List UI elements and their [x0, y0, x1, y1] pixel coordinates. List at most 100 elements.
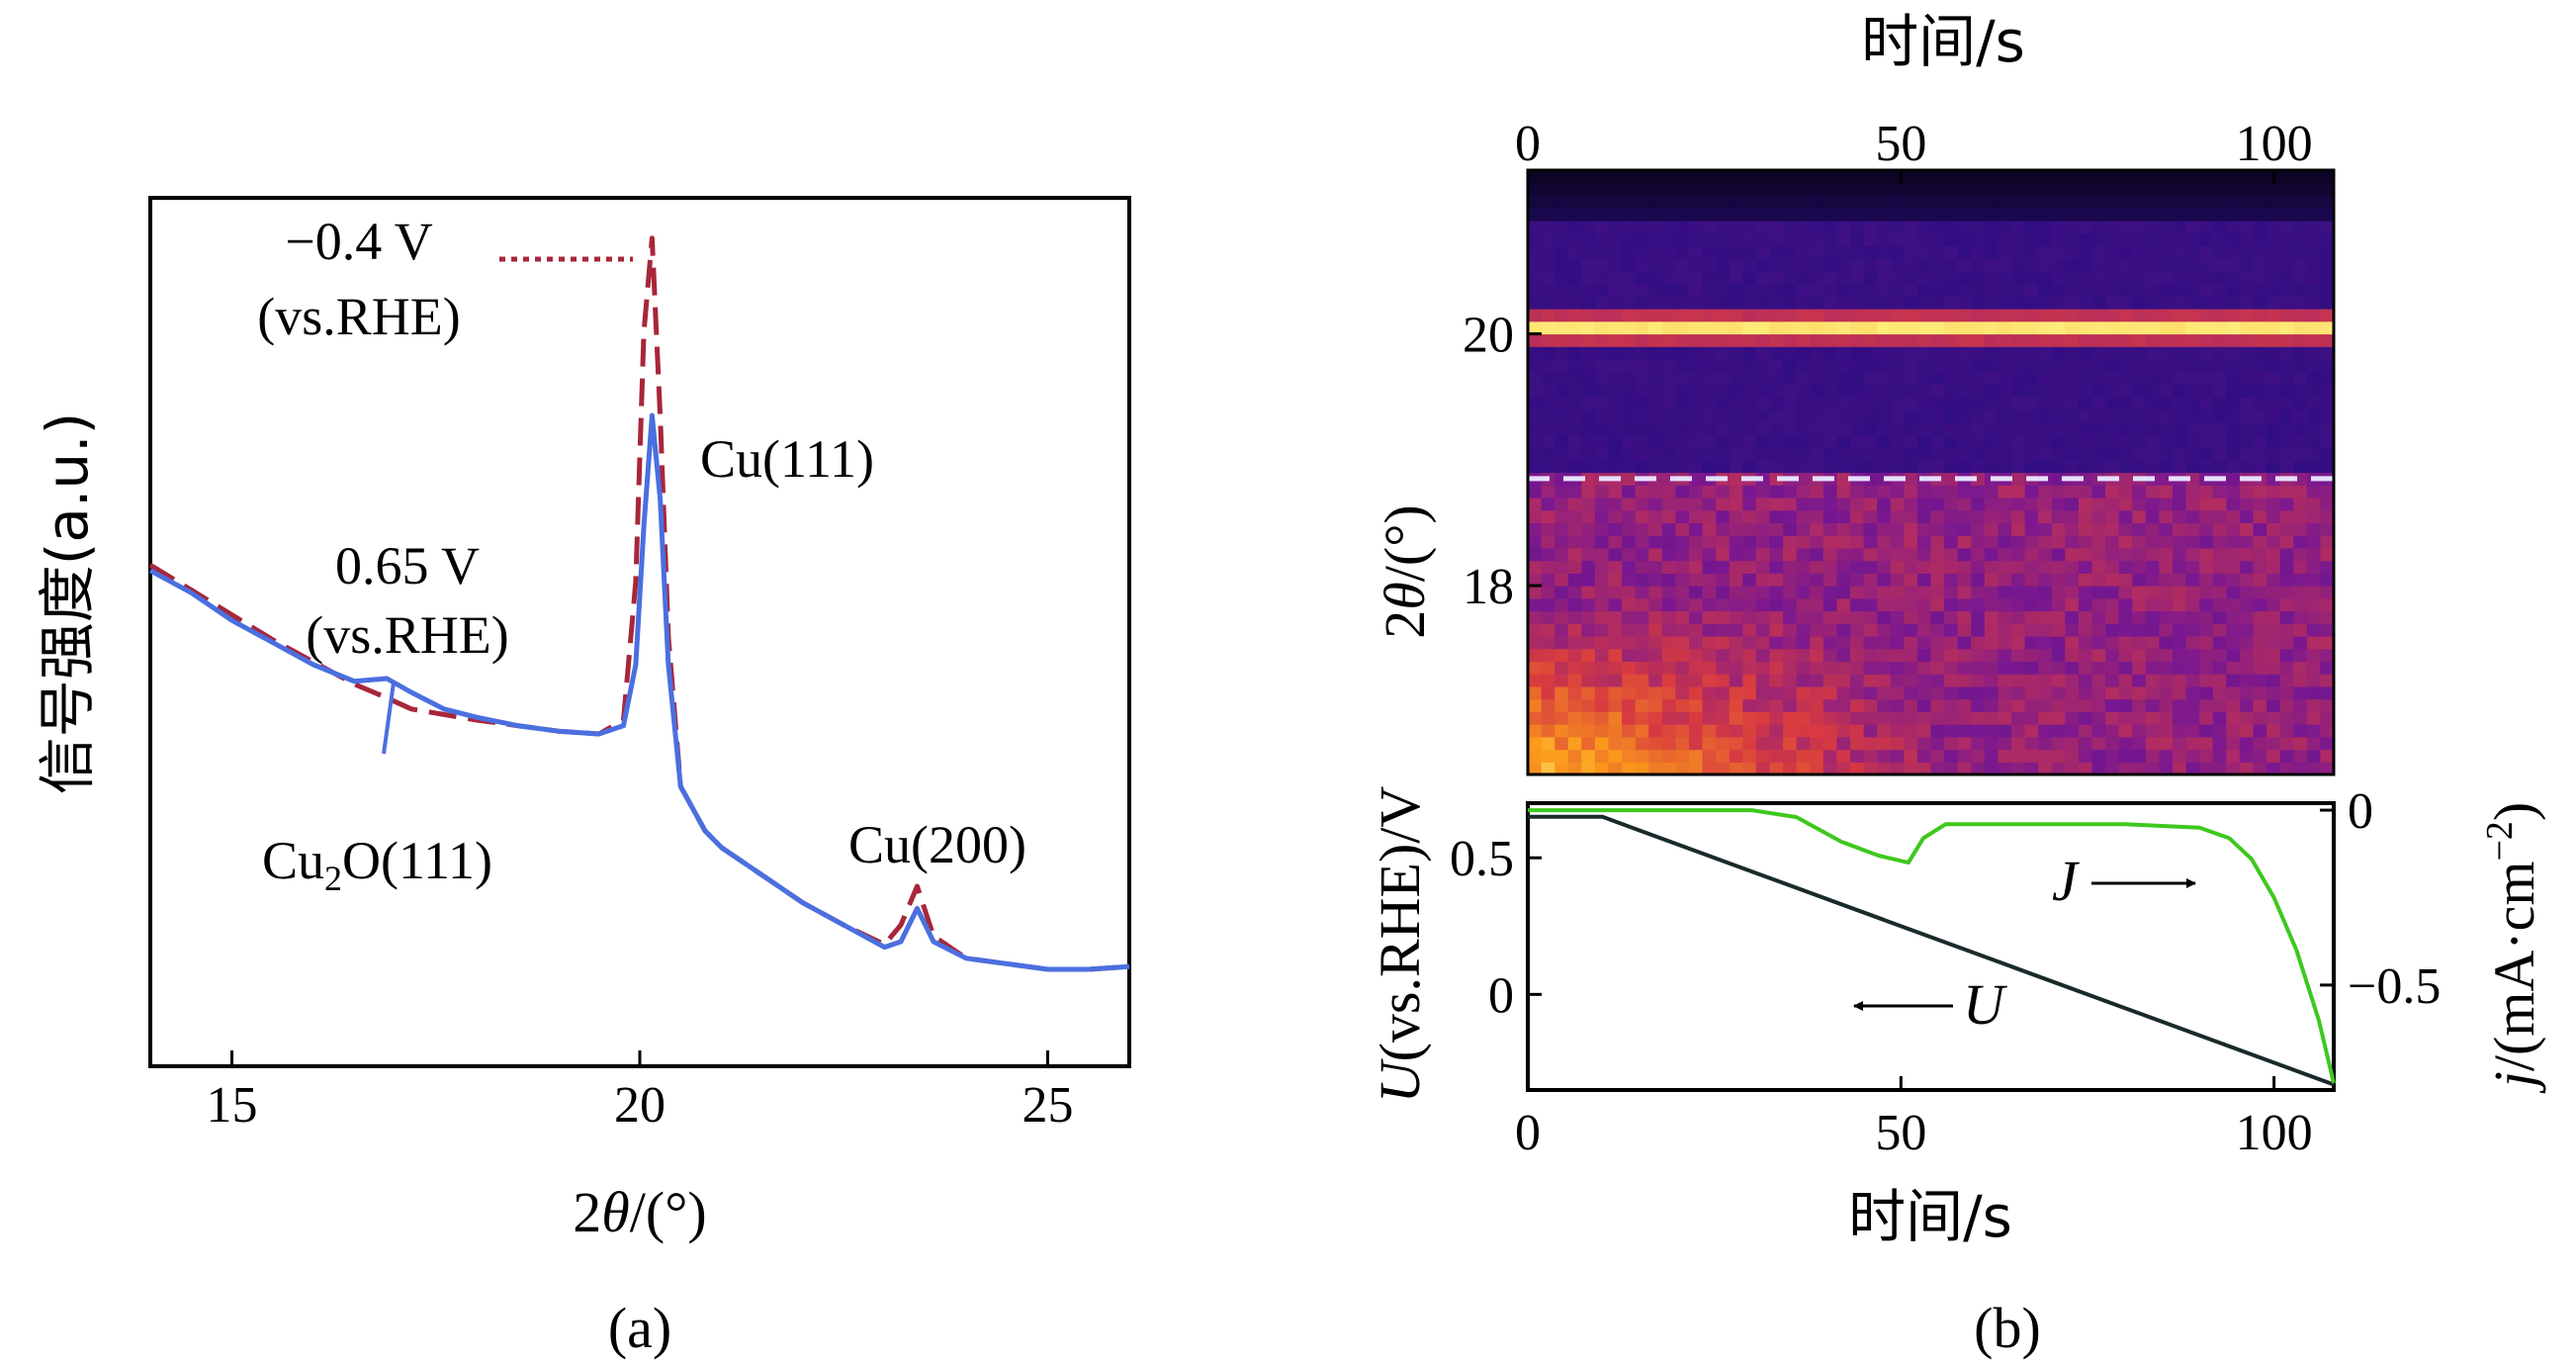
heatmap-cell [1567, 434, 1582, 448]
heatmap-cell [1716, 232, 1731, 246]
heatmap-cell [1702, 674, 1717, 687]
heatmap-cell [1810, 320, 1824, 335]
heatmap-cell [2239, 208, 2255, 222]
heatmap-cell [1648, 371, 1663, 385]
heatmap-cell [2011, 333, 2026, 347]
heatmap-cell [1904, 635, 1918, 650]
heatmap-cell [1742, 170, 1757, 184]
heatmap-cell [2132, 170, 2147, 184]
heatmap-cell [1689, 409, 1704, 423]
heatmap-cell [2145, 560, 2161, 574]
heatmap-cell [1755, 232, 1771, 246]
heatmap-cell [1594, 509, 1610, 524]
heatmap-cell [1594, 698, 1610, 712]
heatmap-cell [1716, 384, 1731, 398]
heatmap-cell [1729, 195, 1743, 209]
heatmap-cell [2306, 711, 2322, 725]
heatmap-cell [1541, 434, 1555, 448]
heatmap-cell [1755, 447, 1771, 461]
heatmap-cell [1729, 447, 1743, 461]
heatmap-cell [1742, 586, 1757, 599]
heatmap-cell [1635, 597, 1649, 612]
heatmap-cell [2199, 597, 2214, 612]
heatmap-cell [2038, 258, 2053, 272]
heatmap-cell [1689, 170, 1704, 184]
heatmap-cell [2051, 586, 2066, 599]
heatmap-cell [1702, 535, 1717, 549]
heatmap-cell [2024, 648, 2039, 663]
heatmap-cell [1957, 333, 1972, 347]
heatmap-cell [1742, 762, 1757, 775]
heatmap-cell [1796, 724, 1811, 738]
heatmap-cell [2266, 309, 2281, 322]
heatmap-cell [1783, 698, 1798, 712]
heatmap-cell [1661, 597, 1677, 612]
heatmap-cell [1944, 586, 1959, 599]
heatmap-cell [2078, 711, 2093, 725]
heatmap-cell [1810, 245, 1824, 259]
heatmap-cell [2091, 421, 2106, 435]
heatmap-cell [2185, 245, 2200, 259]
heatmap-cell [2226, 724, 2241, 738]
heatmap-cell [2118, 509, 2133, 524]
heatmap-cell [1998, 258, 2012, 272]
heatmap-cell [2011, 371, 2026, 385]
heatmap-cell [1608, 283, 1623, 297]
heatmap-cell [1528, 698, 1543, 712]
heatmap-cell [1755, 195, 1771, 209]
heatmap-cell [2132, 749, 2147, 763]
heatmap-cell [1742, 497, 1757, 511]
heatmap-cell [2226, 320, 2241, 335]
heatmap-cell [1675, 245, 1690, 259]
heatmap-cell [1567, 397, 1582, 410]
heatmap-cell [1648, 749, 1663, 763]
heatmap-cell [2118, 320, 2133, 335]
heatmap-cell [1635, 182, 1649, 197]
heatmap-cell [2212, 698, 2227, 712]
heatmap-cell [1850, 648, 1865, 663]
heatmap-cell [1554, 661, 1569, 675]
heatmap-cell [2105, 635, 2120, 650]
heatmap-cell [1608, 610, 1623, 624]
heatmap-cell [1944, 447, 1959, 461]
heatmap-cell [1944, 434, 1959, 448]
heatmap-cell [1957, 509, 1972, 524]
heatmap-cell [2024, 447, 2039, 461]
heatmap-cell [1822, 560, 1838, 574]
heatmap-cell [1675, 358, 1690, 373]
heatmap-cell [1608, 560, 1623, 574]
heatmap-cell [2306, 736, 2322, 751]
heatmap-cell [2185, 522, 2200, 536]
heatmap-cell [1689, 586, 1704, 599]
heatmap-cell [1608, 170, 1623, 184]
heatmap-cell [2065, 635, 2080, 650]
heatmap-cell [1984, 309, 1999, 322]
heatmap-cell [1916, 421, 1932, 435]
heatmap-cell [1567, 674, 1582, 687]
heatmap-cell [1635, 270, 1649, 285]
heatmap-cell [2159, 258, 2174, 272]
heatmap-cell [2011, 648, 2026, 663]
heatmap-cell [2253, 560, 2267, 574]
heatmap-cell [1716, 220, 1731, 234]
heatmap-cell [1608, 522, 1623, 536]
heatmap-cell [1702, 296, 1717, 310]
heatmap-cell [2173, 459, 2187, 474]
heatmap-cell [1769, 447, 1784, 461]
heatmap-cell [1916, 497, 1932, 511]
heatmap-cell [1689, 447, 1704, 461]
heatmap-cell [2306, 522, 2322, 536]
heatmap-cell [1916, 648, 1932, 663]
heatmap-cell [1957, 610, 1972, 624]
panel-a-label: (a) [608, 1296, 671, 1360]
heatmap-cell [1661, 447, 1677, 461]
heatmap-cell [1930, 283, 1945, 297]
heatmap-cell [1877, 586, 1892, 599]
heatmap-cell [1648, 258, 1663, 272]
heatmap-cell [2132, 397, 2147, 410]
heatmap-cell [2293, 724, 2308, 738]
heatmap-cell [1836, 698, 1851, 712]
heatmap-cell [1581, 220, 1596, 234]
heatmap-cell [1528, 648, 1543, 663]
heatmap-cell [1822, 309, 1838, 322]
